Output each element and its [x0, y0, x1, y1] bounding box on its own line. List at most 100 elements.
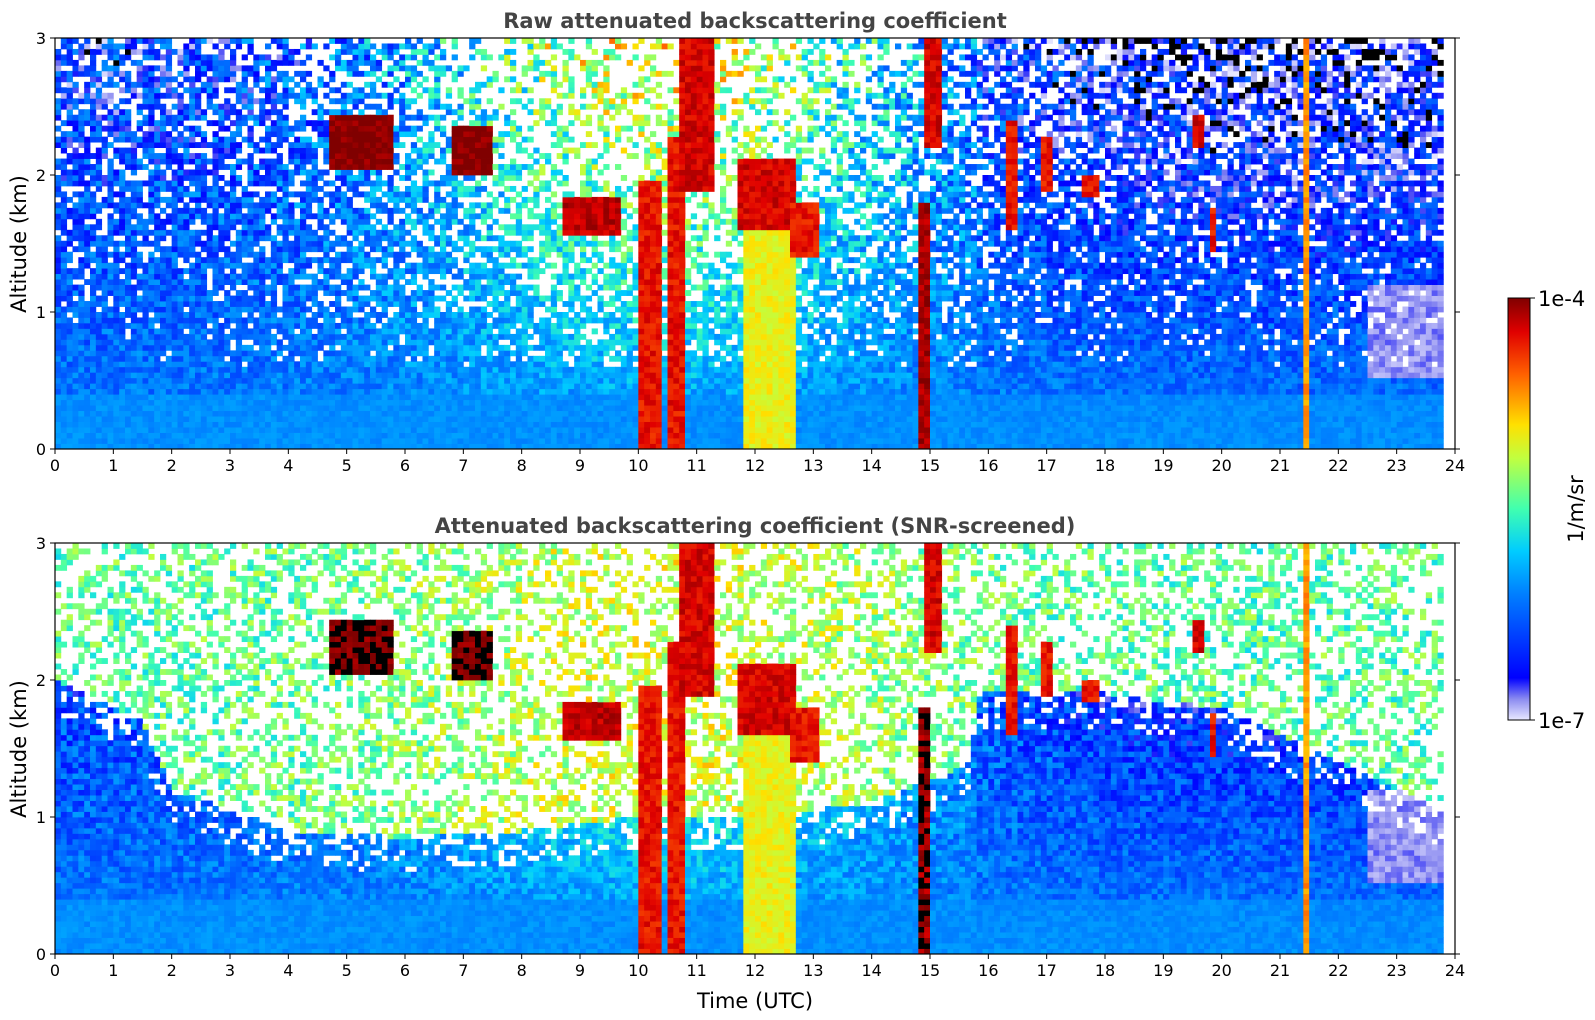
heat-cell [393, 185, 400, 192]
heat-cell [107, 196, 114, 203]
heat-cell [498, 246, 505, 253]
heat-cell [393, 328, 400, 335]
heat-cell [212, 322, 219, 329]
heat-cell [119, 136, 126, 143]
heat-cell [125, 114, 132, 121]
heat-cell [335, 443, 342, 449]
heat-cell [253, 235, 260, 242]
heat-cell [504, 54, 511, 61]
heat-cell [340, 213, 348, 220]
heat-cell [533, 175, 540, 181]
heat-cell [160, 158, 167, 165]
heat-cell [212, 427, 219, 433]
heat-cell [498, 410, 505, 417]
heat-cell [200, 59, 208, 66]
heat-cell [515, 142, 523, 148]
heat-cell [416, 164, 423, 170]
heat-cell [276, 43, 283, 50]
heat-cell [428, 416, 435, 422]
heat-cell [527, 87, 534, 94]
heat-cell [381, 81, 388, 88]
heat-cell [317, 372, 324, 379]
heat-cell [323, 290, 330, 296]
heat-cell [399, 399, 406, 406]
heat-cell [498, 333, 505, 340]
heat-cell [177, 92, 184, 99]
heat-cell [288, 284, 295, 291]
heat-cell [95, 153, 103, 159]
heat-cell [90, 438, 97, 444]
heat-cell [253, 377, 260, 384]
heat-cell [463, 317, 470, 324]
heat-cell [195, 87, 202, 94]
heat-cell [136, 81, 143, 88]
heat-cell [265, 158, 272, 165]
heat-cell [451, 202, 458, 209]
heat-cell [154, 405, 161, 412]
heat-cell [492, 246, 499, 253]
heat-cell [504, 388, 511, 395]
heat-cell [358, 175, 365, 181]
heat-cell [387, 70, 394, 77]
heat-cell [113, 339, 120, 346]
heat-cell [259, 410, 266, 417]
heat-cell [422, 43, 429, 50]
heat-cell [422, 339, 429, 346]
heat-cell [375, 169, 383, 176]
heat-cell [60, 344, 68, 351]
heat-cell [352, 372, 359, 379]
heat-cell [504, 202, 511, 209]
heat-cell [410, 43, 418, 50]
heat-cell [148, 333, 155, 340]
heat-cell [142, 81, 149, 88]
heat-cell [405, 65, 412, 72]
heat-cell [440, 405, 447, 412]
heat-cell [364, 312, 371, 318]
heat-cell [317, 114, 324, 121]
heat-cell [422, 246, 429, 253]
heat-cell [288, 361, 295, 368]
heat-cell [340, 125, 348, 132]
heat-cell [475, 169, 482, 176]
heat-cell [195, 405, 202, 412]
heat-cell [247, 427, 254, 433]
heat-cell [206, 213, 213, 220]
heat-cell [440, 114, 447, 121]
heat-cell [492, 388, 499, 395]
heat-cell [230, 70, 237, 77]
heat-cell [136, 322, 143, 329]
heat-cell [475, 87, 482, 94]
heat-cell [521, 443, 528, 449]
heat-cell [230, 191, 237, 198]
heat-cell [72, 180, 79, 187]
heat-cell [515, 339, 523, 346]
heat-cell [486, 81, 493, 88]
heat-cell [183, 125, 190, 132]
heat-cell [78, 290, 85, 296]
heat-cell [165, 59, 173, 66]
heat-cell [130, 213, 138, 220]
heat-cell [358, 48, 365, 55]
heat-cell [387, 284, 394, 291]
heat-cell [463, 257, 470, 264]
heat-cell [90, 306, 97, 313]
heat-cell [539, 394, 546, 401]
heat-cell [189, 290, 196, 296]
heat-cell [78, 421, 85, 428]
heat-cell [276, 416, 283, 422]
heat-cell [125, 290, 132, 296]
heat-cell [282, 432, 289, 439]
heat-cell [276, 410, 283, 417]
heat-cell [119, 438, 126, 444]
heat-cell [469, 202, 476, 209]
heat-cell [469, 410, 476, 417]
heat-cell [346, 180, 353, 187]
heat-cell [527, 43, 534, 50]
heat-cell [515, 366, 523, 373]
heat-cell [212, 333, 219, 340]
heat-cell [311, 153, 318, 159]
heat-cell [66, 43, 73, 50]
heat-cell [364, 366, 371, 373]
heat-cell [55, 394, 62, 401]
heat-cell [317, 81, 324, 88]
